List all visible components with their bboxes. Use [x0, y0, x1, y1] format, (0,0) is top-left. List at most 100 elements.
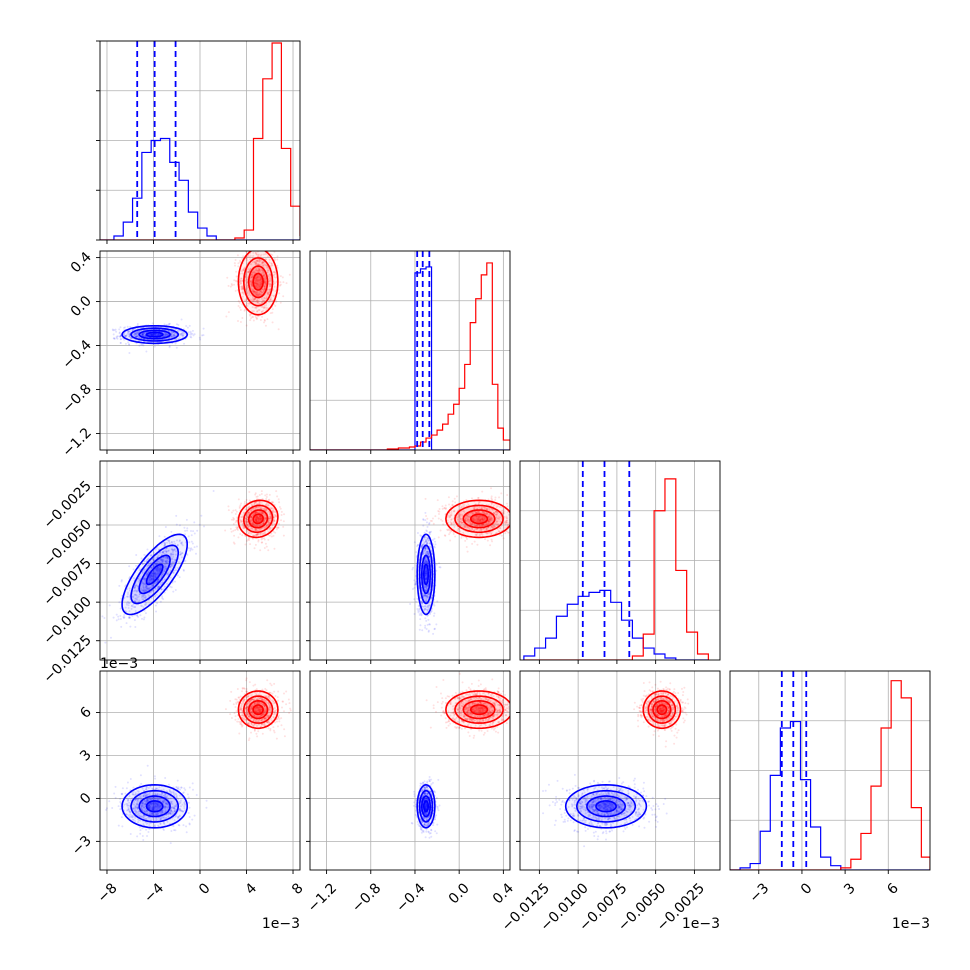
scatter-point — [115, 619, 118, 622]
scatter-point — [258, 285, 261, 288]
scatter-point — [251, 256, 254, 259]
scatter-point — [168, 346, 171, 349]
scatter-point — [428, 523, 431, 526]
scatter-point — [275, 490, 278, 493]
scatter-point — [261, 305, 264, 308]
scatter-point — [416, 608, 419, 611]
scatter-point — [265, 295, 268, 298]
scatter-point — [257, 309, 260, 312]
scatter-point — [257, 253, 260, 256]
scatter-point — [132, 605, 135, 608]
scatter-point — [254, 276, 257, 279]
scatter-point — [256, 293, 259, 296]
scatter-point — [514, 507, 516, 509]
scatter-point — [272, 507, 275, 510]
scatter-point — [255, 285, 258, 288]
scatter-point — [158, 570, 161, 573]
scatter-point — [256, 299, 259, 302]
scatter-point — [247, 289, 250, 292]
scatter-point — [261, 271, 264, 274]
scatter-point — [133, 593, 136, 596]
scatter-point — [142, 598, 145, 601]
scatter-point — [129, 625, 132, 628]
scatter-point — [252, 272, 255, 275]
scatter-point — [255, 291, 258, 294]
scatter-point — [266, 524, 269, 527]
scatter-point — [146, 587, 149, 590]
scatter-point — [260, 490, 263, 493]
scatter-point — [253, 547, 256, 550]
scatter-point — [167, 549, 170, 552]
scatter-point — [144, 583, 147, 586]
scatter-point — [430, 530, 433, 533]
scatter-point — [178, 540, 181, 543]
scatter-point — [174, 580, 177, 583]
scatter-point — [268, 527, 271, 530]
scatter-point — [255, 519, 258, 522]
scatter-point — [143, 616, 146, 619]
scatter-point — [245, 523, 248, 526]
scatter-point — [252, 296, 255, 299]
contour-series-1 — [252, 513, 264, 525]
scatter-point — [120, 579, 123, 582]
scatter-point — [260, 310, 263, 313]
scatter-point — [159, 551, 162, 554]
scatter-point — [153, 564, 156, 567]
scatter-point — [269, 275, 272, 278]
scatter-point — [156, 570, 159, 573]
scatter-point — [246, 539, 249, 542]
scatter-point — [252, 271, 255, 274]
scatter-point — [427, 618, 430, 621]
scatter-point — [254, 528, 257, 531]
scatter-point — [264, 282, 267, 285]
scatter-point — [275, 276, 278, 279]
scatter-point — [154, 587, 157, 590]
scatter-point — [151, 333, 154, 336]
scatter-point — [142, 344, 145, 347]
scatter-point — [150, 590, 153, 593]
panel-frame — [309, 250, 511, 451]
scatter-point — [263, 241, 265, 243]
scatter-point — [251, 275, 254, 278]
scatter-point — [158, 535, 161, 538]
scatter-point — [256, 282, 259, 285]
scatter-point — [256, 286, 259, 289]
scatter-point — [254, 293, 257, 296]
scatter-point — [141, 333, 144, 336]
scatter-point — [161, 560, 164, 563]
scatter-point — [235, 510, 238, 513]
scatter-point — [189, 549, 192, 552]
scatter-point — [155, 566, 158, 569]
scatter-point — [274, 259, 277, 262]
scatter-point — [264, 276, 267, 279]
scatter-point — [246, 271, 249, 274]
scatter-point — [160, 588, 163, 591]
scatter-point — [268, 282, 271, 285]
scatter-point — [160, 559, 163, 562]
scatter-point — [251, 284, 254, 287]
scatter-point — [133, 586, 136, 589]
scatter-point — [275, 514, 278, 517]
scatter-point — [433, 604, 436, 607]
scatter-point — [155, 563, 158, 566]
scatter-point — [185, 518, 188, 521]
scatter-point — [128, 343, 131, 346]
scatter-point — [256, 291, 259, 294]
scatter-point — [470, 497, 473, 500]
scatter-point — [164, 560, 167, 563]
scatter-point — [464, 539, 467, 542]
scatter-point — [263, 547, 266, 550]
scatter-point — [424, 511, 427, 514]
scatter-point — [246, 302, 249, 305]
scatter-point — [123, 614, 126, 617]
scatter-point — [153, 571, 156, 574]
scatter-point — [230, 283, 233, 286]
scatter-point — [137, 595, 140, 598]
scatter-point — [263, 274, 266, 277]
scatter-point — [415, 551, 418, 554]
scatter-point — [261, 537, 264, 540]
scatter-point — [443, 534, 446, 537]
scatter-point — [175, 569, 178, 572]
scatter-point — [248, 242, 250, 244]
scatter-point — [193, 333, 196, 336]
